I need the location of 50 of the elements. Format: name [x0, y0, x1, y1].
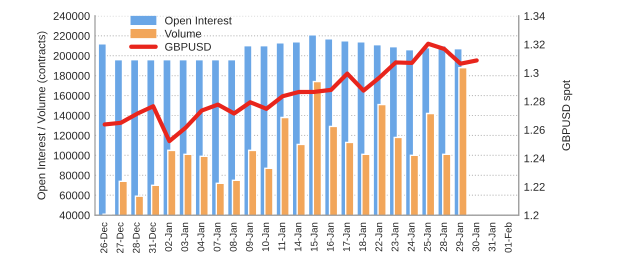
- x-tick-label: 09-Jan: [246, 222, 253, 252]
- x-tick-label: 07-Jan: [214, 222, 221, 252]
- x-tick-label: 25-Jan: [424, 222, 431, 252]
- y2-tick-label: 1.22: [524, 182, 545, 191]
- x-tick-label: 31-Dec: [148, 222, 156, 254]
- legend-label: Open Interest: [165, 16, 232, 27]
- x-tick-label: 28-Dec: [132, 222, 140, 253]
- x-tick-label: 27-Dec: [116, 222, 124, 253]
- x-tick-label: 24-Jan: [408, 222, 415, 252]
- x-tick-label: 03-Jan: [181, 222, 188, 252]
- x-tick-label: 30-Jan: [472, 222, 480, 252]
- x-tick-label: 31-Jan: [488, 222, 496, 252]
- y2-tick-label: 1.2: [524, 211, 538, 220]
- x-tick-label: 22-Jan: [375, 222, 382, 252]
- legend-label: GBPUSD: [165, 42, 211, 51]
- y2-tick-label: 1.3: [524, 69, 539, 77]
- y-tick-label: 160000: [54, 92, 90, 100]
- y2-tick-label: 1.32: [524, 40, 545, 48]
- y2-tick-label: 1.28: [524, 98, 545, 106]
- y-tick-label: 80000: [60, 172, 90, 180]
- x-tick-label: 26-Dec: [100, 222, 108, 253]
- y-tick-label: 120000: [54, 132, 90, 140]
- x-tick-label: 28-Jan: [440, 222, 447, 252]
- y-tick-label: 60000: [60, 191, 90, 200]
- x-tick-label: 17-Jan: [343, 222, 350, 252]
- x-tick-label: 02-Jan: [165, 222, 172, 252]
- x-tick-label: 11-Jan: [278, 222, 286, 250]
- y-tick-label: 100000: [54, 152, 90, 160]
- y-tick-label: 240000: [54, 12, 90, 20]
- x-tick-label: 15-Jan: [310, 222, 318, 252]
- y-tick-label: 180000: [54, 72, 90, 80]
- x-tick-label: 08-Jan: [230, 222, 237, 252]
- x-tick-label: 29-Jan: [456, 222, 464, 252]
- y-axis-title: Open Interest / Volume (contracts): [37, 32, 48, 200]
- y-tick-label: 200000: [54, 52, 90, 60]
- y2-tick-label: 1.24: [524, 154, 545, 162]
- x-tick-label: 14-Jan: [294, 222, 302, 252]
- x-tick-label: 01-Feb: [504, 222, 512, 253]
- y-tick-label: 140000: [54, 112, 90, 120]
- x-tick-label: 16-Jan: [326, 222, 334, 252]
- x-tick-label: 18-Jan: [359, 222, 366, 252]
- y2-axis-title: GBPUSD spot: [562, 80, 572, 150]
- y2-tick-label: 1.26: [524, 126, 545, 134]
- y-tick-label: 220000: [54, 32, 90, 40]
- legend-label: Volume: [164, 29, 202, 38]
- x-tick-label: 23-Jan: [392, 222, 398, 252]
- x-tick-label: 10-Jan: [262, 222, 270, 252]
- y2-tick-label: 1.34: [524, 12, 545, 20]
- y-tick-label: 40000: [60, 211, 90, 220]
- x-tick-label: 04-Jan: [197, 222, 204, 252]
